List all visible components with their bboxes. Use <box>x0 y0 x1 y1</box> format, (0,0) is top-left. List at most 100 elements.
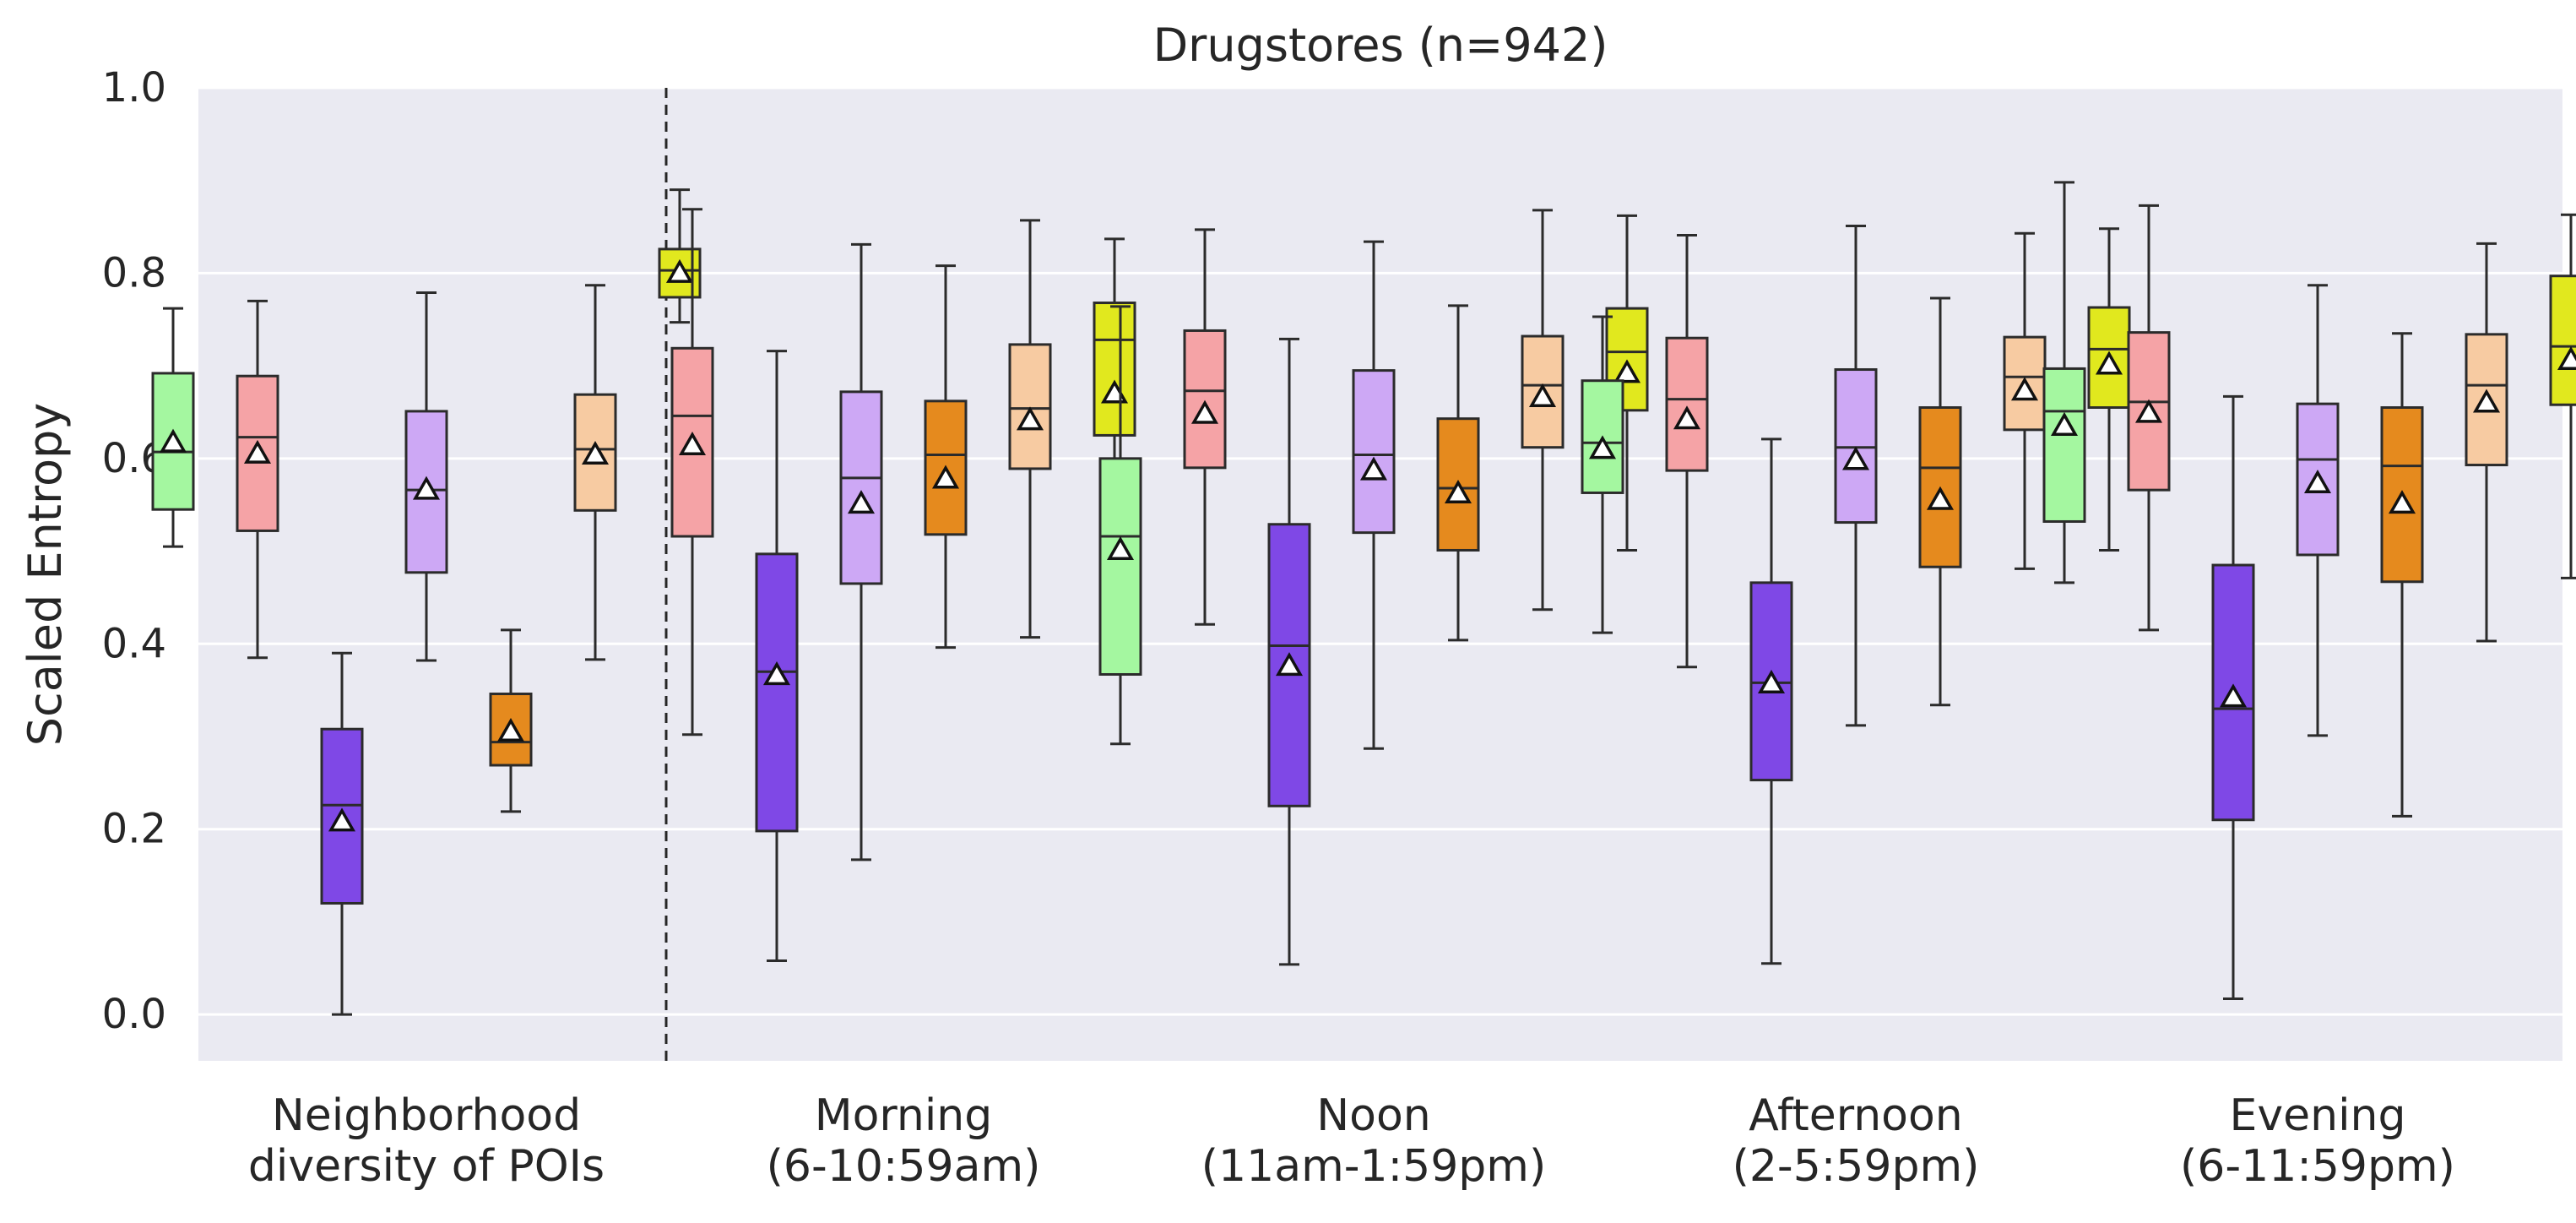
x-category-label-line: Noon <box>1316 1090 1430 1141</box>
y-tick-label: 0.8 <box>102 249 166 296</box>
mean-marker <box>2472 389 2501 413</box>
x-category-label-line: (2-5:59pm) <box>1733 1141 1980 1192</box>
box-2-4 <box>1436 304 1480 642</box>
x-category-label-line: diversity of POIs <box>248 1141 605 1192</box>
box-iqr <box>1834 368 1878 525</box>
box-4-1 <box>2127 204 2171 632</box>
mean-marker <box>762 661 791 686</box>
box-3-3 <box>1834 224 1878 727</box>
box-iqr <box>2042 367 2086 523</box>
box-1-2 <box>839 242 883 862</box>
box-1-1 <box>755 350 799 963</box>
x-category-label-line: Neighborhood <box>272 1090 581 1141</box>
mean-marker <box>1359 456 1388 481</box>
mean-marker <box>2095 351 2123 375</box>
box-2-6 <box>1605 214 1649 552</box>
box-iqr <box>1098 457 1142 676</box>
mean-marker <box>581 440 610 465</box>
mean-marker <box>1190 400 1219 424</box>
box-2-3 <box>1352 240 1396 750</box>
x-category-label-line: (6-10:59am) <box>767 1141 1041 1192</box>
x-category-label: Morning (6-10:59am) <box>767 1090 1041 1192</box>
mean-marker <box>2557 346 2576 371</box>
box-0-1 <box>236 299 279 660</box>
box-4-2 <box>2211 394 2255 1000</box>
box-0-4 <box>489 628 533 813</box>
mean-marker <box>243 439 272 464</box>
box-1-0 <box>670 208 714 737</box>
box-3-0 <box>1581 315 1624 634</box>
box-3-4 <box>1918 296 1962 707</box>
box-3-2 <box>1749 438 1793 965</box>
box-3-1 <box>1665 233 1709 669</box>
mean-marker <box>847 490 876 514</box>
box-iqr <box>1008 343 1052 470</box>
x-category-label: Noon (11am-1:59pm) <box>1201 1090 1546 1192</box>
y-tick-label: 1.0 <box>102 64 166 111</box>
box-iqr <box>755 552 799 833</box>
box-4-5 <box>2465 242 2508 643</box>
mean-marker <box>2303 469 2332 493</box>
box-0-0 <box>151 307 195 548</box>
x-category-label-line: (6-11:59pm) <box>2180 1141 2455 1192</box>
x-category-label: Afternoon (2-5:59pm) <box>1733 1090 1980 1192</box>
box-2-2 <box>1267 337 1311 966</box>
y-tick-label: 0.0 <box>102 991 166 1038</box>
box-iqr <box>1093 302 1136 437</box>
y-axis-ticks: 0.00.20.40.60.81.0 <box>102 64 166 1038</box>
mean-marker <box>678 431 707 455</box>
mean-marker <box>412 476 441 500</box>
box-iqr <box>2549 274 2576 406</box>
y-tick-label: 0.4 <box>102 620 166 667</box>
box-4-6 <box>2549 213 2576 579</box>
mean-marker <box>2050 411 2079 436</box>
mean-marker <box>1444 480 1472 504</box>
mean-marker <box>159 428 187 453</box>
mean-marker <box>2134 399 2163 423</box>
mean-marker <box>1016 406 1044 431</box>
mean-marker <box>2219 683 2248 708</box>
box-3-6 <box>2087 227 2131 552</box>
x-category-label-line: Evening <box>2230 1090 2406 1141</box>
mean-marker <box>1275 652 1304 677</box>
mean-marker <box>1926 486 1955 510</box>
mean-marker <box>1613 359 1641 383</box>
x-category-label-line: Morning <box>815 1090 993 1141</box>
box-0-2 <box>320 651 364 1016</box>
boxes <box>151 181 2576 1016</box>
box-4-4 <box>2380 332 2424 818</box>
box-2-5 <box>1521 209 1565 612</box>
box-3-5 <box>2003 231 2047 570</box>
box-iqr <box>1183 329 1227 470</box>
x-category-label: Evening (6-11:59pm) <box>2180 1090 2455 1192</box>
box-iqr <box>1352 369 1396 535</box>
y-axis-label: Scaled Entropy <box>19 403 72 747</box>
box-0-5 <box>573 284 617 661</box>
x-category-label-line: Afternoon <box>1749 1090 1963 1141</box>
mean-marker <box>1528 383 1557 407</box>
mean-marker <box>1757 669 1786 693</box>
mean-marker <box>931 465 960 489</box>
mean-marker <box>2010 377 2039 401</box>
box-1-3 <box>924 264 968 650</box>
box-4-3 <box>2296 284 2340 737</box>
mean-marker <box>2388 490 2416 514</box>
box-2-0 <box>1098 305 1142 746</box>
mean-marker <box>1673 405 1701 430</box>
mean-marker <box>665 258 694 283</box>
y-tick-label: 0.2 <box>102 806 166 853</box>
box-iqr <box>1665 336 1709 472</box>
mean-marker <box>328 807 356 832</box>
box-iqr <box>839 390 883 585</box>
mean-marker <box>1841 446 1870 470</box>
mean-marker <box>1588 435 1617 459</box>
mean-marker <box>496 717 525 742</box>
box-iqr <box>1267 523 1311 807</box>
box-2-1 <box>1183 228 1227 626</box>
plot-background <box>198 88 2562 1061</box>
box-1-4 <box>1008 219 1052 639</box>
box-0-3 <box>404 291 448 662</box>
mean-marker <box>1106 535 1135 560</box>
